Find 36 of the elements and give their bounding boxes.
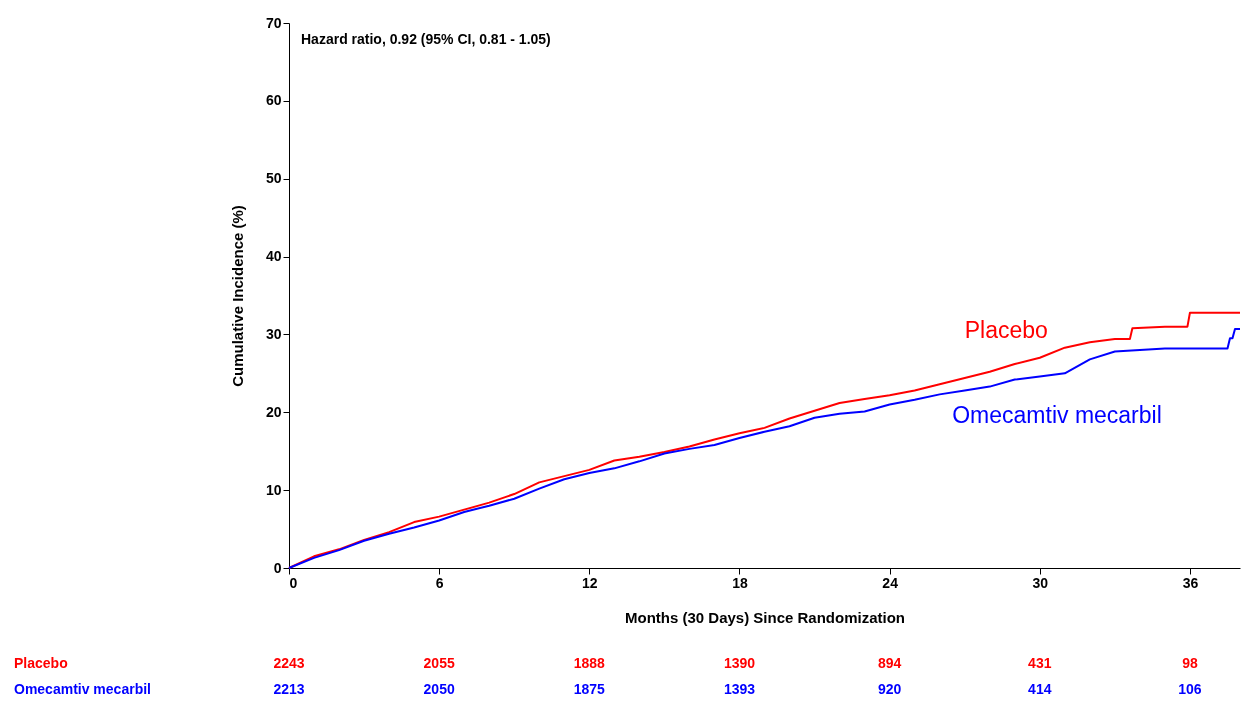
y-axis-title: Cumulative Incidence (%): [228, 205, 246, 387]
text: 2213: [273, 681, 305, 697]
text: Omecamtiv mecarbil: [14, 681, 151, 697]
x-tick-label: 30: [1032, 574, 1049, 591]
text: 98: [1182, 655, 1198, 671]
text: 2055: [423, 655, 455, 671]
text: 1393: [723, 681, 756, 697]
text: 2050: [423, 681, 455, 697]
y-tick-label: 60: [265, 92, 282, 109]
y-tick-label: 50: [265, 170, 282, 187]
x-tick-label: 24: [882, 574, 899, 591]
text: 920: [877, 681, 902, 697]
y-tick-label: 70: [265, 14, 282, 31]
series-label: Placebo: [964, 316, 1048, 343]
text: 106: [1178, 681, 1202, 697]
y-tick-label: 0: [273, 559, 282, 576]
text: 414: [1028, 681, 1052, 697]
x-tick-label: 36: [1182, 574, 1199, 591]
annotation: Hazard ratio, 0.92 (95% CI, 0.81 - 1.05): [301, 31, 551, 47]
y-tick-label: 40: [265, 248, 282, 265]
x-axis-title: Months (30 Days) Since Randomization: [624, 608, 906, 626]
x-tick-label: 6: [435, 574, 444, 591]
text: 2243: [273, 655, 305, 671]
x-tick-label: 0: [289, 574, 298, 591]
text: 1875: [573, 681, 606, 697]
text: 1888: [573, 655, 606, 671]
text: Placebo: [14, 655, 68, 671]
text: 894: [877, 655, 902, 671]
text: 431: [1028, 655, 1052, 671]
x-tick-label: 12: [582, 574, 598, 591]
x-tick-label: 18: [732, 574, 748, 591]
y-tick-label: 20: [265, 403, 282, 420]
series-label: Omecamtiv mecarbil: [952, 402, 1162, 429]
y-tick-label: 30: [265, 325, 282, 342]
y-tick-label: 10: [265, 481, 282, 498]
text: 1390: [723, 655, 756, 671]
